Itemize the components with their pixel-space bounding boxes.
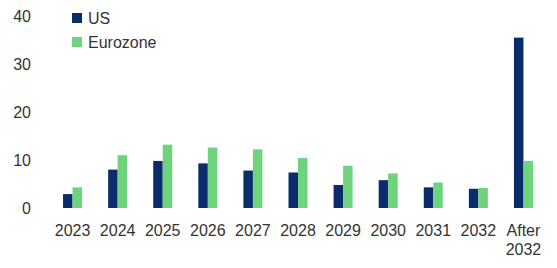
bar bbox=[118, 155, 128, 208]
y-tick-label: 10 bbox=[13, 152, 31, 169]
bar bbox=[379, 180, 389, 208]
x-tick-label: 2028 bbox=[280, 222, 316, 239]
bars bbox=[63, 38, 533, 208]
bar bbox=[73, 187, 83, 208]
bar bbox=[343, 166, 353, 208]
bar bbox=[253, 149, 263, 208]
bar bbox=[108, 170, 118, 208]
bar bbox=[478, 188, 488, 208]
x-tick-label: 2026 bbox=[190, 222, 226, 239]
bar bbox=[469, 189, 479, 208]
x-tick-label: After2032 bbox=[506, 222, 542, 258]
x-tick-label: 2024 bbox=[100, 222, 136, 239]
x-tick-label: 2030 bbox=[370, 222, 406, 239]
bar bbox=[523, 161, 533, 208]
legend-swatch bbox=[72, 13, 82, 23]
y-tick-label: 0 bbox=[22, 200, 31, 217]
bar bbox=[289, 172, 299, 208]
bar bbox=[514, 38, 524, 208]
x-tick-label: 2031 bbox=[415, 222, 451, 239]
bar bbox=[388, 173, 398, 208]
bar bbox=[153, 161, 163, 208]
x-tick-label: 2032 bbox=[461, 222, 497, 239]
y-tick-label: 30 bbox=[13, 56, 31, 73]
bar bbox=[298, 158, 308, 208]
legend-swatch bbox=[72, 37, 82, 47]
y-tick-label: 40 bbox=[13, 8, 31, 25]
x-tick-label: 2023 bbox=[55, 222, 91, 239]
bar bbox=[163, 145, 173, 208]
x-tick-label: 2025 bbox=[145, 222, 181, 239]
bar bbox=[63, 194, 73, 208]
bar bbox=[208, 148, 218, 208]
x-tick-label: 2027 bbox=[235, 222, 271, 239]
legend-label: Eurozone bbox=[88, 34, 157, 51]
bar bbox=[198, 163, 208, 208]
chart: 0102030402023202420252026202720282029203… bbox=[0, 0, 557, 268]
y-tick-label: 20 bbox=[13, 104, 31, 121]
bar bbox=[243, 171, 253, 208]
bar bbox=[433, 183, 443, 208]
x-tick-label: 2029 bbox=[325, 222, 361, 239]
legend-label: US bbox=[88, 10, 110, 27]
bar bbox=[334, 185, 344, 208]
bar bbox=[424, 187, 434, 208]
